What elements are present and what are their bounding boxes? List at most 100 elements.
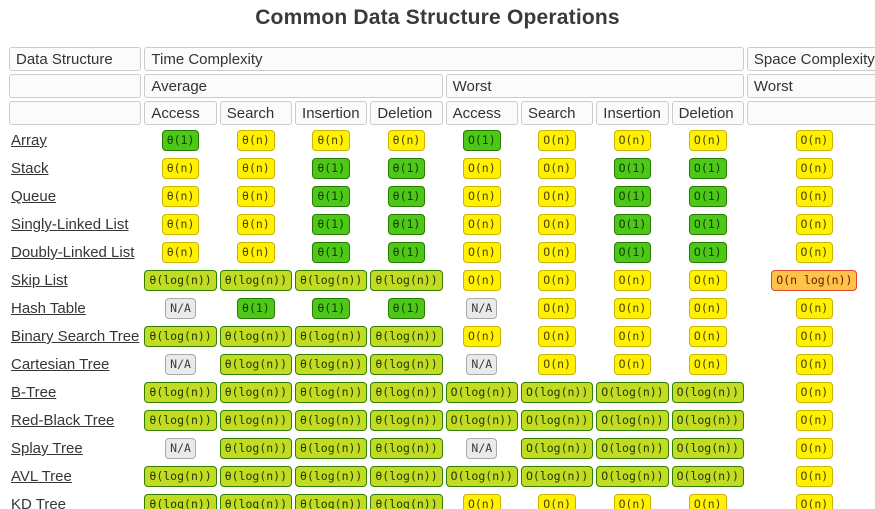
complexity-cell: θ(n) [220,184,292,209]
row-link[interactable]: Hash Table [11,300,86,317]
row-label-cell: Cartesian Tree [9,352,141,377]
complexity-cell: θ(n) [144,212,216,237]
column-header-average: Average [144,74,443,98]
table-row: AVL Tree θ(log(n)) θ(log(n)) θ(log(n)) θ(log… [9,464,875,489]
complexity-cell: N/A [446,436,518,461]
row-link[interactable]: Cartesian Tree [11,356,110,373]
column-header-time-complexity: Time Complexity [144,47,744,71]
table-row: Singly-Linked List θ(n) θ(n) θ(1) θ(1) O(n) O(… [9,212,875,237]
complexity-cell: θ(n) [220,156,292,181]
complexity-cell: O(log(n)) [445,464,518,489]
row-link[interactable]: Binary Search Tree [11,328,140,345]
page-title: Common Data Structure Operations [255,6,620,29]
complexity-badge: O(1) [462,130,501,151]
table-row: Binary Search Tree θ(log(n)) θ(log(n)) θ(lo… [9,324,875,349]
complexity-badge: θ(log(n)) [219,410,293,431]
complexity-badge: θ(n) [237,158,275,179]
complexity-cell: θ(n) [144,240,216,265]
complexity-cell: O(log(n)) [671,408,744,433]
row-link[interactable]: Splay Tree [11,440,83,457]
row-link[interactable]: Queue [11,188,57,205]
table-row: Array θ(1) θ(n) θ(n) θ(n) O(1) O(n) O(n) O(n) O(n… [9,128,875,153]
complexity-cell: O(n) [521,128,593,153]
row-label-cell: Splay Tree [9,436,141,461]
complexity-badge: θ(1) [387,158,426,179]
row-link[interactable]: Red-Black Tree [11,412,115,429]
complexity-cell: O(n) [747,212,875,237]
complexity-badge: θ(log(n)) [219,494,293,509]
complexity-badge: θ(log(n)) [370,354,443,375]
complexity-cell: O(n) [747,352,875,377]
table-row: Hash Table N/A θ(1) θ(1) θ(1) N/A O(n) O(n) O(n)… [9,296,875,321]
complexity-cell: θ(log(n)) [370,324,443,349]
column-header-worst-access: Access [445,101,518,125]
complexity-badge: O(1) [613,214,652,235]
complexity-cell: θ(1) [295,212,367,237]
complexity-badge: θ(log(n)) [219,270,293,291]
complexity-cell: θ(log(n)) [219,464,293,489]
complexity-badge: O(n) [538,130,576,151]
complexity-cell: θ(log(n)) [144,324,217,349]
complexity-badge: θ(log(n)) [370,270,443,291]
row-link[interactable]: Doubly-Linked List [11,244,135,261]
column-header-avg-deletion: Deletion [370,101,443,125]
complexity-cell: O(log(n)) [520,380,594,405]
row-label-cell: Binary Search Tree [9,324,141,349]
row-link[interactable]: Array [11,132,47,149]
complexity-badge: O(n) [613,326,652,347]
complexity-cell: θ(log(n)) [144,380,217,405]
complexity-badge: O(log(n)) [596,382,669,403]
complexity-cell: θ(log(n)) [370,352,443,377]
complexity-cell: O(n log(n)) [747,268,875,293]
complexity-cell: O(n) [521,268,593,293]
complexity-cell: θ(n) [220,240,292,265]
complexity-badge: θ(log(n)) [370,466,443,487]
complexity-badge: θ(n) [161,158,200,179]
complexity-badge: O(n) [795,326,834,347]
header-row-2: Average Worst Worst [9,74,875,98]
complexity-badge: θ(n) [237,186,275,207]
complexity-badge: O(log(n)) [671,438,744,459]
complexity-badge: θ(log(n)) [370,410,443,431]
complexity-cell: θ(log(n)) [219,352,293,377]
row-link[interactable]: Skip List [11,272,68,289]
complexity-badge: O(log(n)) [671,466,744,487]
complexity-badge: θ(log(n)) [370,326,443,347]
complexity-cell: O(n) [747,184,875,209]
complexity-badge: θ(log(n)) [219,354,293,375]
row-link[interactable]: Stack [11,160,49,177]
complexity-cell: θ(1) [370,184,442,209]
row-label-cell: Skip List [9,268,141,293]
complexity-cell: θ(log(n)) [370,380,443,405]
row-link[interactable]: B-Tree [11,384,57,401]
row-link[interactable]: Singly-Linked List [11,216,129,233]
complexity-cell: θ(log(n)) [219,436,293,461]
complexity-badge: O(log(n)) [671,382,744,403]
complexity-badge: O(n) [613,298,652,319]
complexity-badge: θ(log(n)) [295,466,368,487]
complexity-cell: θ(1) [295,296,367,321]
complexity-cell: θ(1) [144,128,216,153]
row-link[interactable]: KD Tree [11,496,67,509]
complexity-badge: O(n) [795,242,834,263]
complexity-badge: O(n) [688,270,727,291]
complexity-cell: O(n) [747,492,875,509]
complexity-badge: θ(log(n)) [144,382,217,403]
column-header-avg-search: Search [219,101,293,125]
complexity-cell: O(n) [672,492,744,509]
complexity-badge: θ(n) [161,214,200,235]
complexity-cell: θ(n) [220,212,292,237]
row-link[interactable]: AVL Tree [11,468,72,485]
complexity-badge: θ(log(n)) [144,270,217,291]
complexity-cell: O(1) [672,184,744,209]
complexity-badge: O(1) [688,242,727,263]
complexity-cell: O(log(n)) [445,380,518,405]
complexity-badge: O(n) [795,382,834,403]
complexity-badge: O(n) [538,214,576,235]
complexity-cell: O(log(n)) [671,436,744,461]
header-row-3: Access Search Insertion Deletion Access … [9,101,875,125]
complexity-badge: θ(log(n)) [295,382,368,403]
table-row: Red-Black Tree θ(log(n)) θ(log(n)) θ(log(n)… [9,408,875,433]
complexity-cell: O(n) [446,212,518,237]
complexity-badge: O(log(n)) [596,466,669,487]
